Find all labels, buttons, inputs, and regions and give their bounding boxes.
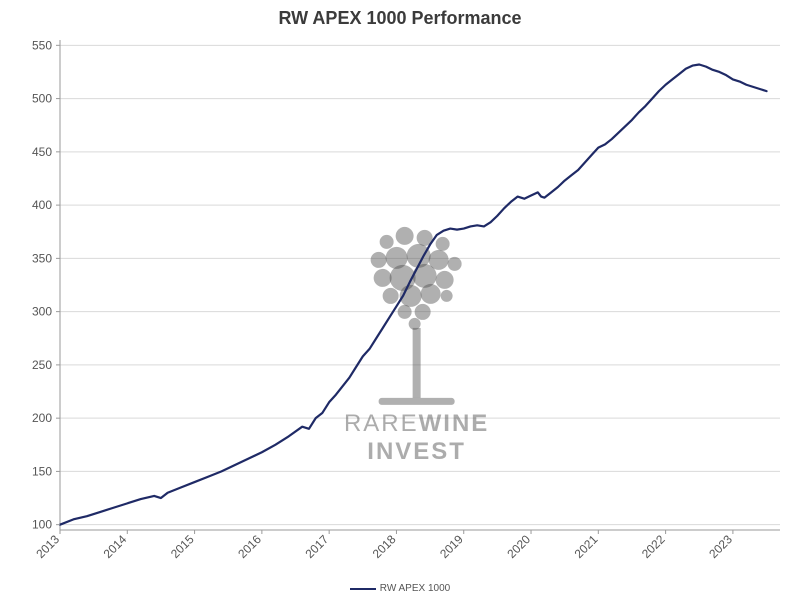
svg-text:2019: 2019 <box>437 532 466 561</box>
svg-text:350: 350 <box>32 251 52 265</box>
chart-svg: 2013 2014 2015 2016 2017 2018 2019 2020 2021 2022… <box>0 0 800 600</box>
x-tick-labels: 2013 2014 2015 2016 2017 2018 2019 2020 2021 2022… <box>33 530 735 561</box>
legend: RW APEX 1000 <box>0 582 800 595</box>
svg-text:200: 200 <box>32 411 52 425</box>
svg-text:500: 500 <box>32 92 52 106</box>
svg-text:250: 250 <box>32 358 52 372</box>
svg-text:300: 300 <box>32 305 52 319</box>
svg-text:2017: 2017 <box>302 532 331 561</box>
svg-text:2022: 2022 <box>639 532 668 561</box>
svg-text:2020: 2020 <box>504 532 533 561</box>
svg-text:2016: 2016 <box>235 532 264 561</box>
svg-text:2014: 2014 <box>101 532 130 561</box>
svg-text:450: 450 <box>32 145 52 159</box>
svg-text:2021: 2021 <box>572 532 601 561</box>
svg-text:100: 100 <box>32 518 52 532</box>
svg-text:150: 150 <box>32 464 52 478</box>
legend-swatch <box>350 588 376 590</box>
svg-text:2018: 2018 <box>370 532 399 561</box>
svg-text:2015: 2015 <box>168 532 197 561</box>
legend-label: RW APEX 1000 <box>380 583 450 594</box>
svg-text:550: 550 <box>32 38 52 52</box>
legend-item: RW APEX 1000 <box>350 583 450 594</box>
svg-text:2023: 2023 <box>706 532 735 561</box>
watermark-glass <box>371 227 462 405</box>
chart-container: RW APEX 1000 Performance 201320142015201… <box>0 0 800 600</box>
svg-text:2013: 2013 <box>33 532 62 561</box>
svg-text:400: 400 <box>32 198 52 212</box>
y-tick-labels: 100 150 200 250 300 350 400 450 500 550 <box>32 38 60 531</box>
